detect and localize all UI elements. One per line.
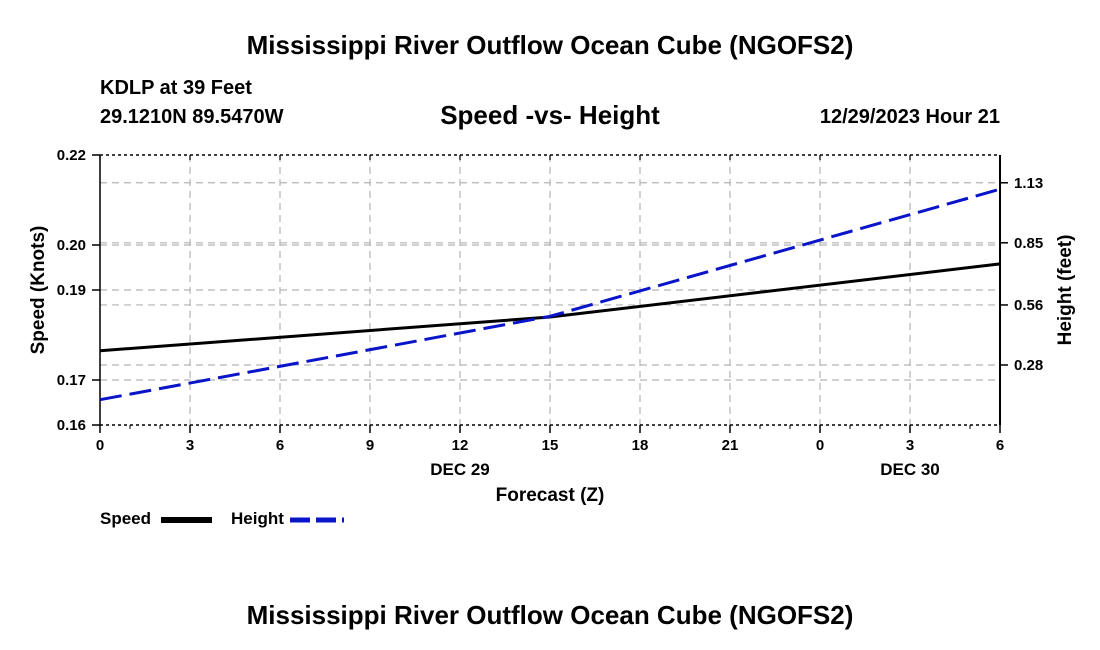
legend-speed-label: Speed: [100, 509, 152, 528]
legend-speed-swatch: [161, 517, 212, 523]
station-label: KDLP at 39 Feet: [100, 77, 252, 99]
y-left-tick-label: 0.17: [57, 372, 86, 389]
x-tick-label: 21: [722, 437, 739, 454]
x-tick-label: 3: [186, 437, 194, 454]
page-title: Mississippi River Outflow Ocean Cube (NG…: [246, 30, 854, 60]
y-right-tick-label: 1.13: [1014, 175, 1043, 192]
y-right-tick-label: 0.56: [1014, 297, 1043, 314]
y-right-tick-label: 0.28: [1014, 357, 1043, 374]
legend-height-label: Height: [231, 509, 284, 528]
x-tick-label: 0: [96, 437, 104, 454]
x-tick-label: 18: [632, 437, 649, 454]
footer-title: Mississippi River Outflow Ocean Cube (NG…: [246, 600, 854, 630]
chart-title: Speed -vs- Height: [440, 100, 660, 130]
y-right-axis-title: Height (feet): [1055, 235, 1076, 346]
y-left-tick-label: 0.16: [57, 417, 86, 434]
date-label: DEC 30: [880, 460, 940, 479]
x-tick-label: 3: [906, 437, 914, 454]
legend-height-swatch: [290, 517, 344, 523]
x-tick-label: 12: [452, 437, 469, 454]
speed-vs-height-chart: 0 3 6 9 12 15 18 21 0 3 6 0.16 0.17 0.19 0.20 0.22 0.28 0…: [28, 147, 1076, 506]
x-tick-label: 9: [366, 437, 374, 454]
x-axis-title: Forecast (Z): [496, 485, 605, 506]
y-left-axis-title: Speed (Knots): [28, 226, 49, 355]
x-tick-label: 0: [816, 437, 824, 454]
station-coordinates: 29.1210N 89.5470W: [100, 106, 284, 128]
x-tick-label: 15: [542, 437, 559, 454]
y-right-tick-label: 0.85: [1014, 235, 1043, 252]
date-label: DEC 29: [430, 460, 490, 479]
y-left-tick-label: 0.19: [57, 282, 86, 299]
x-tick-label: 6: [276, 437, 284, 454]
forecast-date: 12/29/2023 Hour 21: [819, 106, 1000, 128]
series-height-line: [99, 187, 1001, 402]
x-tick-label: 6: [996, 437, 1004, 454]
y-left-tick-label: 0.20: [57, 237, 86, 254]
y-left-tick-label: 0.22: [57, 147, 86, 164]
